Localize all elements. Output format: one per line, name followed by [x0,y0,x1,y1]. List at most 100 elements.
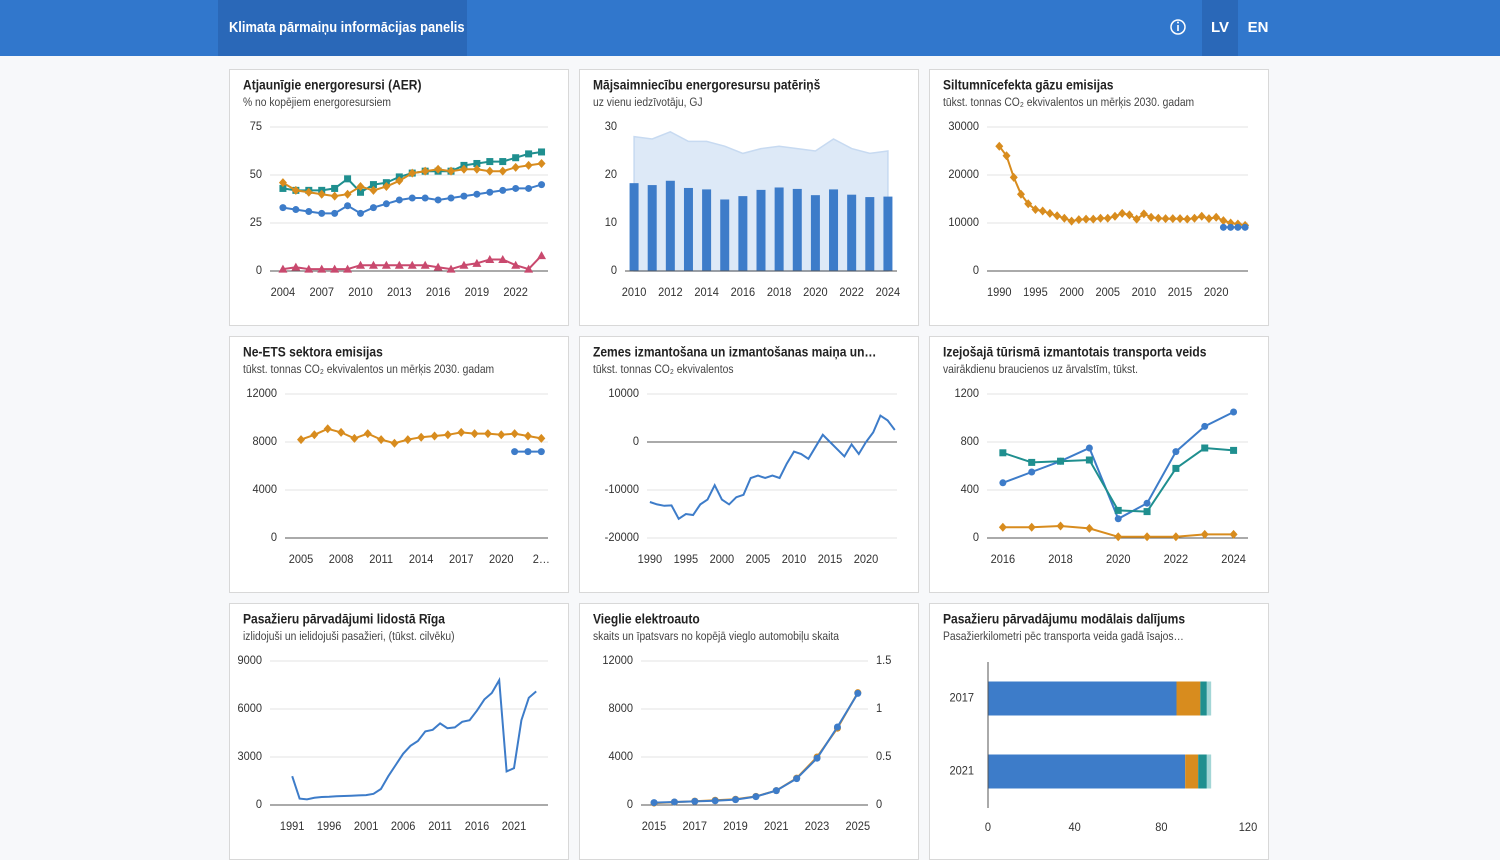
y-tick-label-group: 50 [250,169,262,181]
marker [368,260,378,269]
y-tick-label-group: 3000 [237,751,262,763]
marker [1016,189,1025,199]
marker [457,427,466,437]
card [929,69,1269,326]
lang-lv[interactable]: LV [1211,19,1229,36]
marker [537,158,546,168]
bar-segment [1185,754,1199,789]
x-tick-label: 2010 [1132,287,1157,299]
marker [525,150,533,158]
marker [443,430,452,440]
chart-title-group: Izejošajā tūrismā izmantotais transporta… [943,344,1206,360]
x-tick-label: 2005 [746,554,771,566]
chart-title: Zemes izmantošana un izmantošanas maiņa … [593,344,876,360]
marker [1161,214,1170,224]
marker [1028,458,1036,466]
marker [408,168,417,178]
x-tick-label-group: 1990 [638,554,663,566]
lang-active-box[interactable] [1202,0,1238,56]
x-tick-label: 2018 [767,287,792,299]
marker [278,264,288,273]
marker [356,260,366,269]
marker [1024,199,1033,209]
y-tick-label: 9000 [237,655,262,667]
marker [1074,215,1083,225]
marker [390,438,399,448]
bar [683,187,693,271]
y-tick-label: 4000 [608,751,633,763]
y-tick-label: 800 [961,436,979,448]
bar-segment [1206,681,1212,716]
x-tick-label-group: 2022 [1164,554,1189,566]
marker [1085,456,1093,464]
marker [1230,408,1238,416]
marker [1132,214,1141,224]
x-tick-label: 0 [985,822,991,834]
bar-segment [1200,681,1207,716]
marker [497,430,506,440]
marker [1204,214,1213,224]
y-tick-label-group: 20 [605,169,617,181]
y-tick-label: -10000 [605,484,639,496]
x-tick-label: 2020 [803,287,828,299]
marker [310,430,319,440]
marker [486,158,494,166]
marker [732,796,740,804]
marker [1082,214,1091,224]
marker [1085,444,1093,452]
title-box[interactable] [218,0,467,56]
marker [470,429,479,439]
x-tick-label-group: 2016 [465,821,490,833]
marker [330,264,340,273]
marker [1201,422,1209,430]
y-tick-label-group: 25 [250,217,262,229]
marker [382,200,390,208]
y-tick-label-group: 10000 [608,388,639,400]
x-tick-label-group: 2000 [1059,287,1084,299]
chart-title: Vieglie elektroauto [593,611,700,627]
x-tick-label: 1995 [1023,287,1048,299]
marker [1201,444,1209,452]
x-tick-label: 2018 [1048,554,1073,566]
x-tick-label-group: 2020 [489,554,514,566]
y2-tick-label: 0 [876,799,882,811]
y-tick-label: 25 [250,217,262,229]
chart-subtitle: tūkst. tonnas CO₂ ekvivalentos un mērķis… [243,364,494,377]
bar-segment [988,754,1186,789]
marker [356,182,365,192]
marker [486,188,494,196]
chart-subtitle-group: tūkst. tonnas CO₂ ekvivalentos [593,364,734,377]
bar [865,197,875,271]
y-tick-label: 0 [256,799,262,811]
marker [523,431,532,441]
marker [407,260,417,269]
y-tick-label: 30000 [948,121,979,133]
marker [510,429,519,439]
x-tick-label: 2022 [839,287,864,299]
marker [434,164,443,174]
marker [417,432,426,442]
x-tick-label: 80 [1155,822,1167,834]
y-tick-label: 6000 [237,703,262,715]
x-tick-label: 2005 [1095,287,1120,299]
bar [847,194,857,271]
x-tick-label: 2001 [354,821,379,833]
bar [756,189,766,271]
y-tick-label-group: 800 [961,436,979,448]
bar [792,188,802,271]
info-icon[interactable] [1170,19,1186,35]
marker [344,175,352,183]
x-tick-label: 2019 [465,287,490,299]
marker [537,251,547,260]
marker [537,448,545,456]
marker [1139,209,1148,219]
y-tick-label-group: 0 [256,265,262,277]
marker [1227,223,1235,231]
marker [395,176,404,186]
marker [369,204,377,212]
x-tick-label: 2016 [991,554,1016,566]
chart-subtitle: tūkst. tonnas CO₂ ekvivalentos un mērķis… [943,97,1194,110]
lang-en[interactable]: EN [1248,19,1269,36]
marker [1103,213,1112,223]
y-tick-label: 2021 [949,765,974,777]
